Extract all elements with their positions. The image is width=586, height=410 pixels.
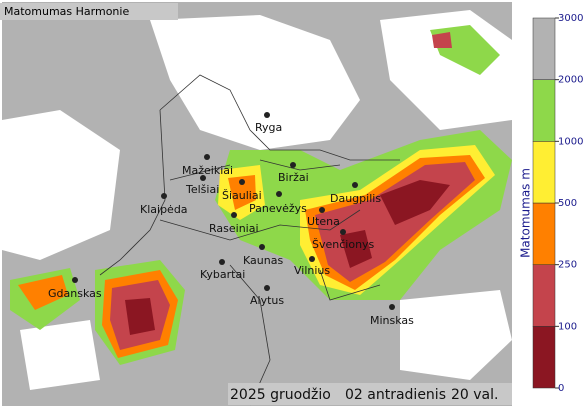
- city-dot: [276, 191, 282, 197]
- title: Matomumas Harmonie: [4, 5, 129, 18]
- legend-tick-label: 250: [558, 260, 577, 271]
- legend-title: Matomumas m: [519, 168, 533, 258]
- footer-date: 2025 gruodžio: [230, 387, 331, 403]
- legend-band: [532, 264, 556, 327]
- city-dot: [290, 162, 296, 168]
- city-label: Vilnius: [294, 264, 330, 277]
- city-label: Mažeikiai: [182, 164, 233, 177]
- city-label: Raseiniai: [209, 222, 259, 235]
- city-dot: [72, 277, 78, 283]
- legend-tick-label: 500: [558, 198, 577, 209]
- city-dot: [389, 304, 395, 310]
- city-label: Ryga: [255, 121, 282, 134]
- map: [2, 2, 512, 406]
- city-label: Daugpilis: [330, 192, 381, 205]
- footer-box: [228, 383, 512, 405]
- city-dot: [264, 285, 270, 291]
- legend-tick-label: 0: [558, 383, 564, 394]
- footer-hour: 20 val.: [451, 387, 498, 403]
- city-label: Šiauliai: [222, 189, 262, 202]
- legend-band: [532, 17, 556, 80]
- city-dot: [352, 182, 358, 188]
- city-dot: [319, 207, 325, 213]
- city-layer: Ryga Mažeikiai Telšiai Biržai ŠiauliaiPanevė…: [48, 112, 414, 327]
- city-dot: [200, 175, 206, 181]
- city-label: Alytus: [250, 294, 284, 307]
- city-label: Panevėžys: [249, 202, 307, 215]
- legend-band: [532, 202, 556, 265]
- city-dot: [259, 244, 265, 250]
- city-dot: [340, 229, 346, 235]
- title-box: [0, 3, 178, 20]
- legend-tick-label: 1000: [558, 136, 583, 147]
- city-label: Minskas: [370, 314, 414, 327]
- legend-tick-label: 100: [558, 321, 577, 332]
- city-label: Švenčionys: [312, 238, 375, 251]
- city-dot: [231, 212, 237, 218]
- city-label: Biržai: [278, 171, 309, 184]
- legend-tick-label: 3000: [558, 13, 583, 24]
- legend-band: [532, 326, 556, 389]
- footer-day: 02 antradienis: [345, 387, 446, 403]
- legend-tick-label: 2000: [558, 75, 583, 86]
- legend-band: [532, 79, 556, 142]
- city-label: Telšiai: [185, 183, 219, 196]
- city-label: Gdanskas: [48, 287, 102, 300]
- city-dot: [161, 193, 167, 199]
- city-dot: [219, 259, 225, 265]
- city-label: Kybartai: [200, 268, 245, 281]
- legend: 0 100 250 500 1000 2000 3000: [532, 13, 583, 394]
- city-dot: [239, 179, 245, 185]
- city-label: Utena: [307, 215, 340, 228]
- city-label: Klaipėda: [140, 203, 188, 216]
- city-dot: [264, 112, 270, 118]
- city-dot: [204, 154, 210, 160]
- city-dot: [309, 256, 315, 262]
- legend-band: [532, 141, 556, 204]
- city-label: Kaunas: [243, 254, 283, 267]
